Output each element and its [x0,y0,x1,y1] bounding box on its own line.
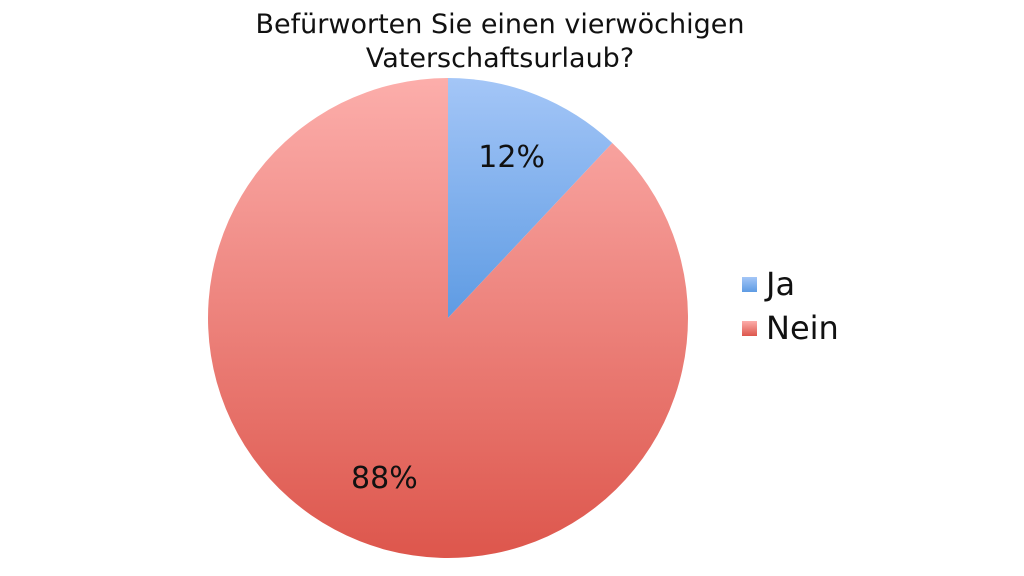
slice-label-ja: 12% [478,140,545,175]
chart-legend: Ja Nein [742,262,839,350]
legend-item-ja: Ja [742,262,839,306]
legend-swatch-nein [742,320,757,336]
legend-item-nein: Nein [742,306,839,350]
slice-labels: 12% 88% [351,140,545,496]
chart-title-line-2: Vaterschaftsurlaub? [365,43,635,74]
pie-slices [208,78,689,558]
chart-title: Befürworten Sie einen vierwöchigen Vater… [0,8,1000,76]
legend-swatch-ja [742,276,757,292]
legend-label-ja: Ja [766,265,796,303]
legend-label-nein: Nein [766,309,839,347]
chart-title-line-1: Befürworten Sie einen vierwöchigen [255,9,745,40]
pie-slice-nein [208,78,689,558]
pie-slice-ja [448,78,613,318]
slice-label-nein: 88% [351,461,418,496]
